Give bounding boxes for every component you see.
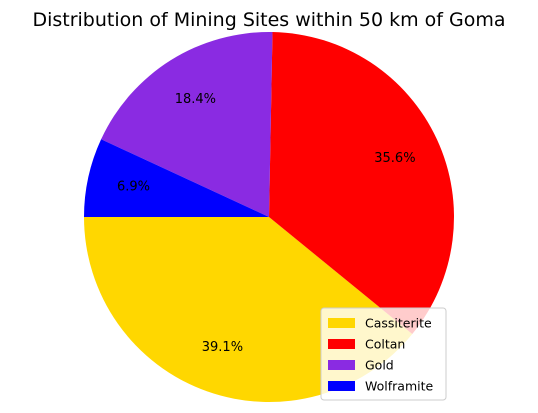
legend-label-cassiterite: Cassiterite bbox=[365, 316, 432, 331]
legend-label-wolframite: Wolframite bbox=[365, 379, 433, 394]
legend-swatch-coltan bbox=[328, 339, 355, 349]
chart-title: Distribution of Mining Sites within 50 k… bbox=[32, 9, 505, 31]
legend-swatch-wolframite bbox=[328, 381, 355, 391]
percent-label-gold: 18.4% bbox=[175, 92, 216, 107]
pie-slice-coltan bbox=[269, 32, 455, 335]
legend-label-coltan: Coltan bbox=[365, 337, 405, 352]
pie-slice-wolframite bbox=[84, 139, 269, 217]
pie-slice-gold bbox=[101, 31, 273, 217]
percent-label-cassiterite: 39.1% bbox=[202, 340, 243, 355]
legend-label-gold: Gold bbox=[365, 358, 394, 373]
legend-box bbox=[320, 307, 447, 401]
legend-swatch-gold bbox=[328, 360, 355, 370]
percent-label-wolframite: 6.9% bbox=[117, 180, 150, 195]
percent-label-coltan: 35.6% bbox=[374, 151, 415, 166]
legend-swatch-cassiterite bbox=[328, 318, 355, 328]
legend: Cassiterite Coltan Gold Wolframite bbox=[320, 307, 447, 401]
percent-labels: 39.1% 35.6% 18.4% 6.9% bbox=[117, 92, 416, 355]
